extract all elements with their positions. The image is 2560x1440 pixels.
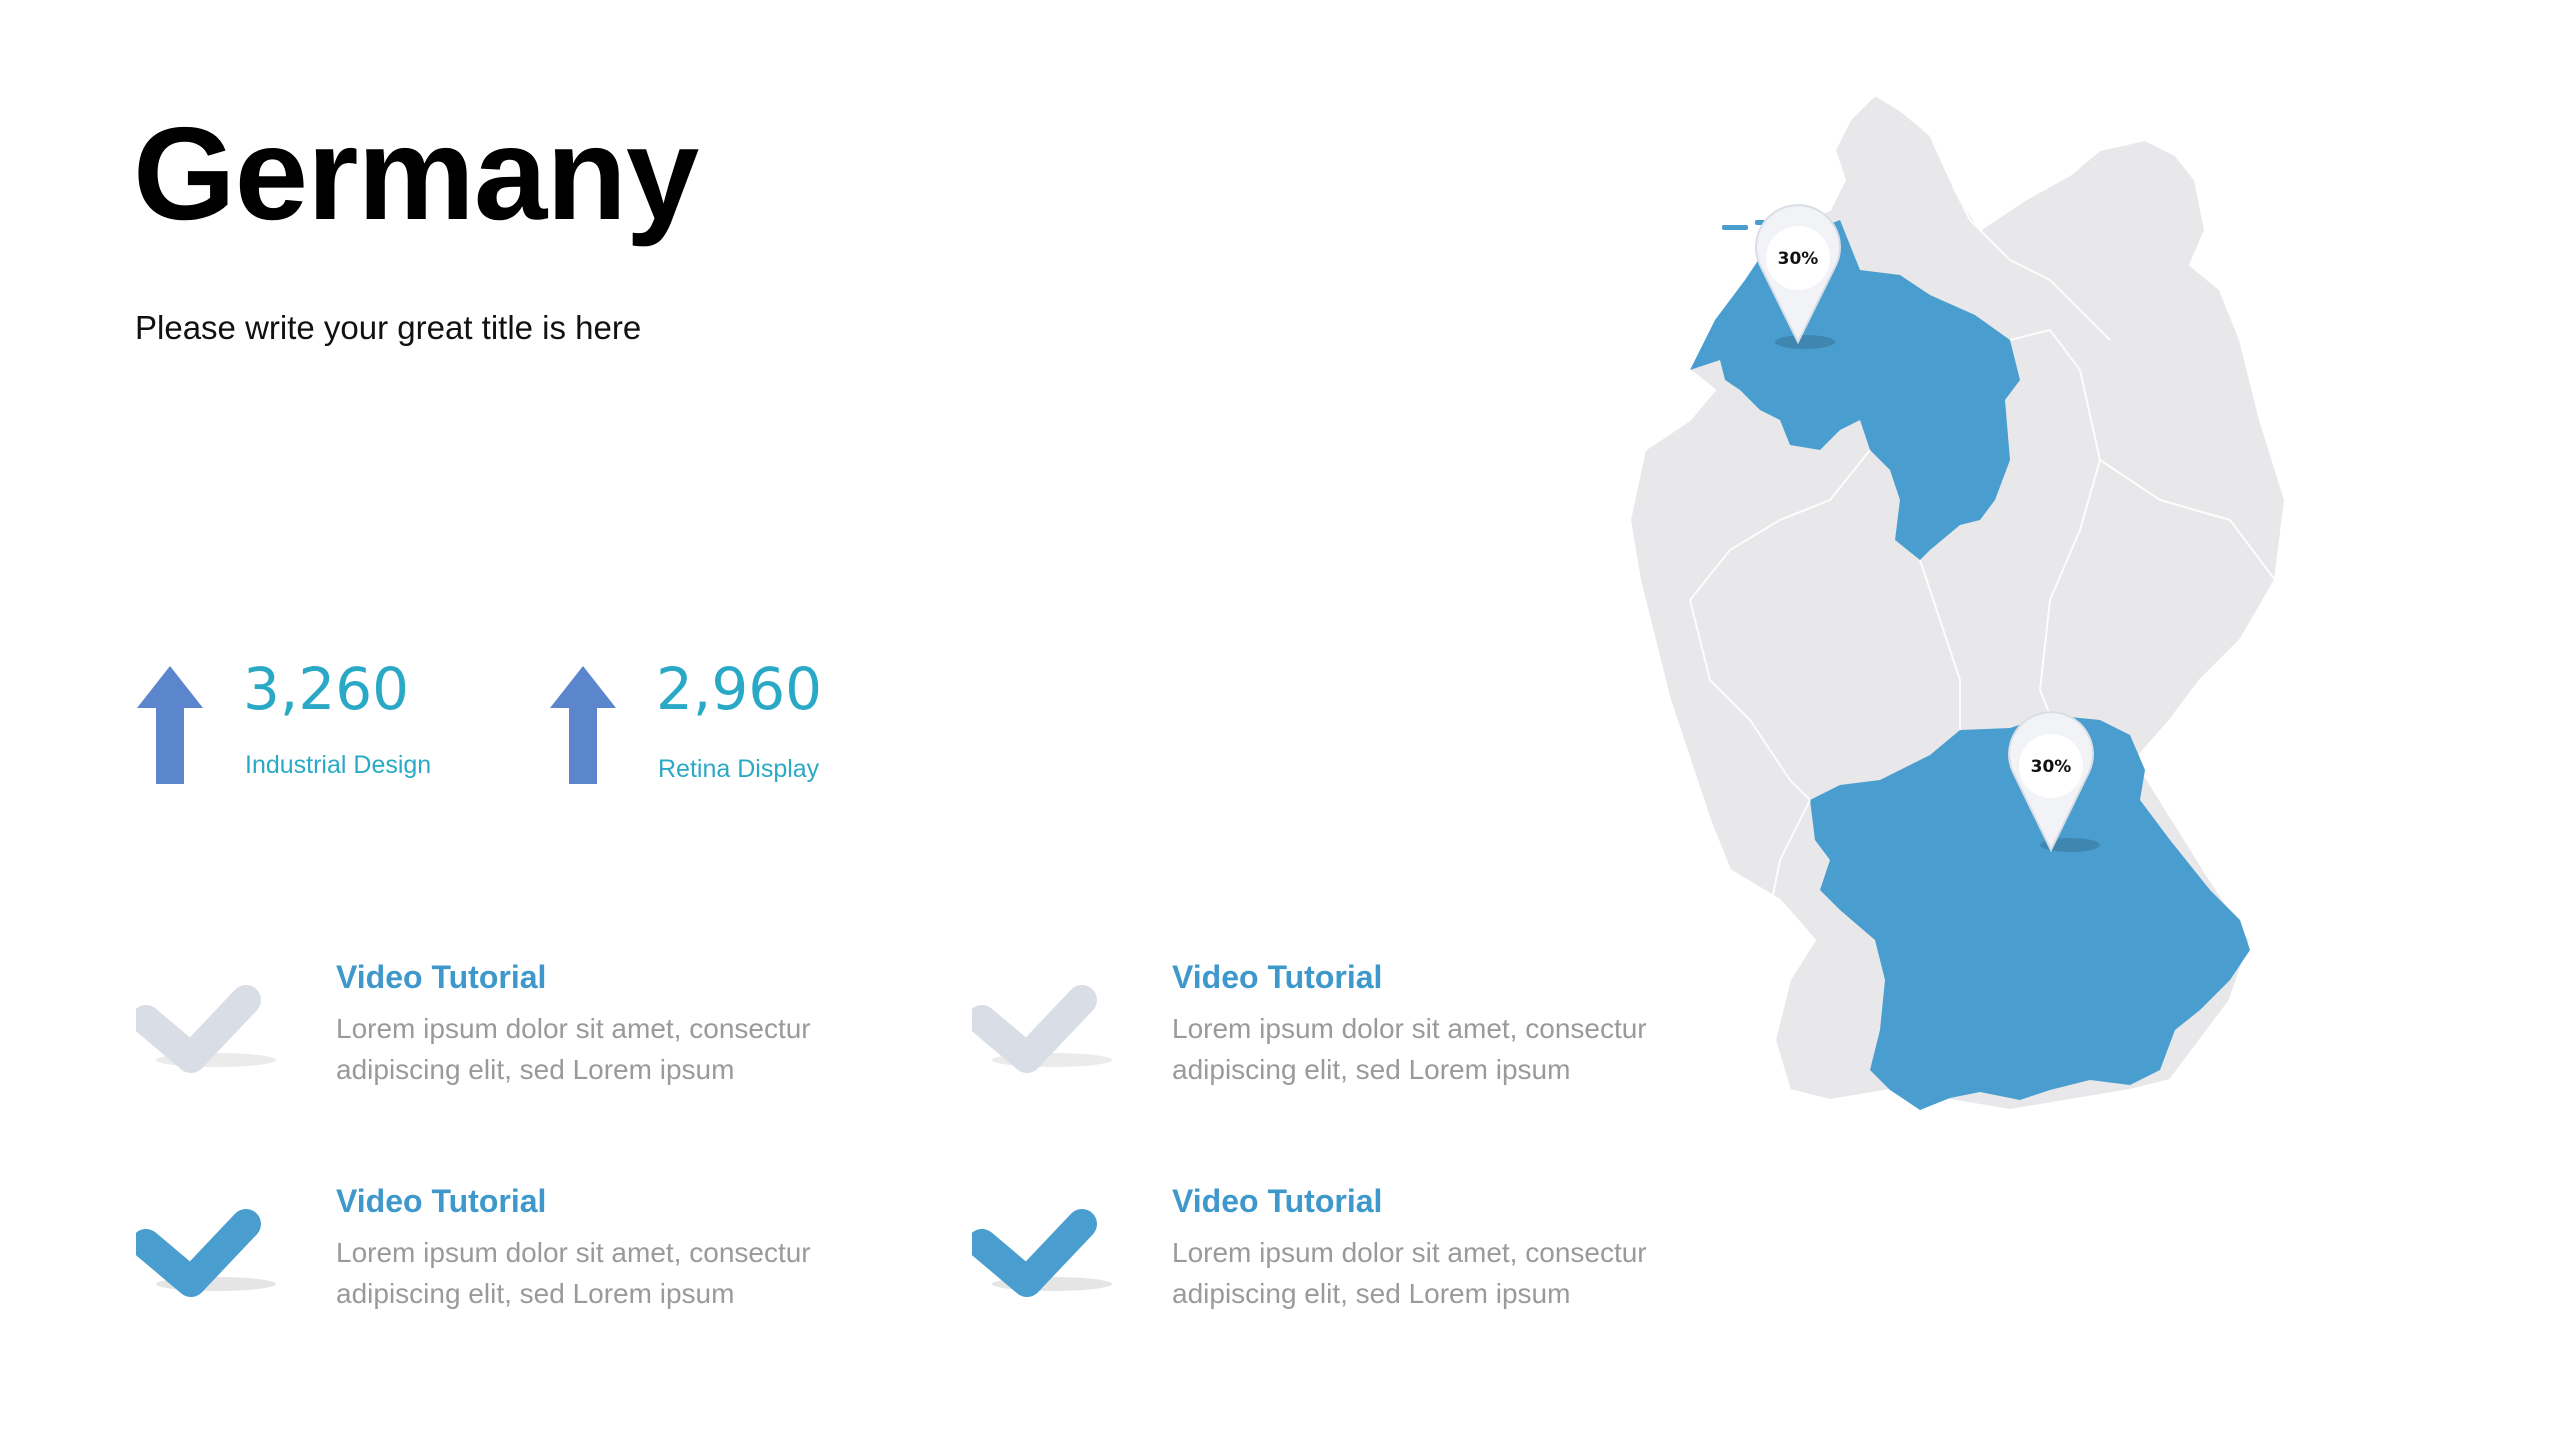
state-borders [1688, 189, 2276, 941]
checkmark-icon [136, 1209, 276, 1297]
stat-value: 3,260 [243, 655, 410, 723]
feature-description: Lorem ipsum dolor sit amet, consectur ad… [1172, 1237, 1647, 1309]
feature-heading: Video Tutorial [1172, 959, 1383, 995]
region-bavaria [1810, 715, 2250, 1110]
map-pin-bavaria[interactable]: 30% [2008, 711, 2100, 853]
checkmark-icon [136, 985, 276, 1073]
feature-description: Lorem ipsum dolor sit amet, consectur ad… [1172, 1013, 1647, 1085]
region-lower-saxony [1690, 220, 2020, 560]
map-pin-lower-saxony[interactable]: 30% [1755, 204, 1841, 349]
checkmark-icon [972, 985, 1112, 1073]
stat-retina-display: 2,960 Retina Display [550, 660, 950, 790]
feature-heading: Video Tutorial [1172, 1183, 1383, 1219]
stat-label: Industrial Design [245, 751, 432, 779]
feature-heading: Video Tutorial [336, 959, 547, 995]
arrow-up-icon [550, 666, 616, 784]
checkmark-icon [972, 1209, 1112, 1297]
feature-item: Video Tutorial Lorem ipsum dolor sit ame… [972, 958, 1732, 1128]
stat-label: Retina Display [658, 755, 820, 783]
page-subtitle: Please write your great title is here [135, 309, 642, 346]
stat-industrial-design: 3,260 Industrial Design [137, 660, 537, 790]
feature-description: Lorem ipsum dolor sit amet, consectur ad… [336, 1013, 811, 1085]
germany-map: 30% 30% [1630, 93, 2287, 1112]
feature-heading: Video Tutorial [336, 1183, 547, 1219]
pin-label: 30% [2031, 757, 2072, 777]
feature-description: Lorem ipsum dolor sit amet, consectur ad… [336, 1237, 811, 1309]
feature-item: Video Tutorial Lorem ipsum dolor sit ame… [136, 958, 896, 1128]
feature-item: Video Tutorial Lorem ipsum dolor sit ame… [972, 1182, 1732, 1352]
page-title: Germany [133, 100, 699, 247]
stat-value: 2,960 [656, 655, 823, 723]
arrow-up-icon [137, 666, 203, 784]
feature-item: Video Tutorial Lorem ipsum dolor sit ame… [136, 1182, 896, 1352]
pin-label: 30% [1778, 249, 1819, 269]
